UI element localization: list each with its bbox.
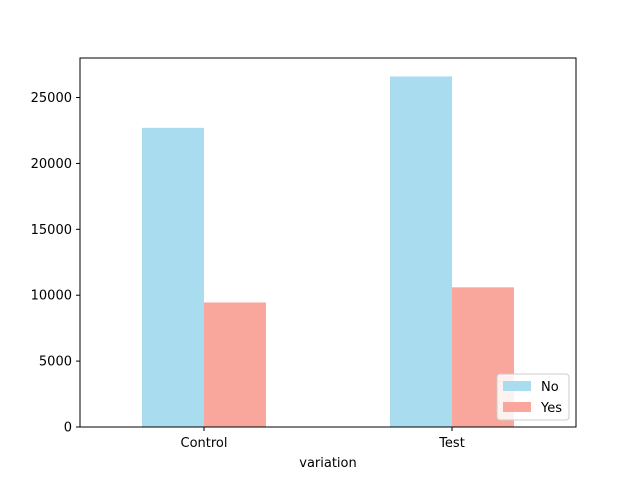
bar-test-no <box>390 76 452 427</box>
bar-control-yes <box>204 302 266 427</box>
x-tick-label: Control <box>181 436 228 451</box>
y-tick-label: 10000 <box>31 289 72 304</box>
y-tick-label: 5000 <box>39 355 72 370</box>
y-tick-label: 20000 <box>31 157 72 172</box>
plot-frame <box>79 57 577 428</box>
x-tick-label: Test <box>438 436 465 451</box>
y-tick-label: 0 <box>64 421 72 436</box>
legend-swatch-yes <box>503 402 531 412</box>
bars-group <box>142 76 514 427</box>
y-tick-label: 25000 <box>31 91 72 106</box>
x-axis-label: variation <box>299 456 356 471</box>
legend-swatch-no <box>503 381 531 391</box>
legend-label-no: No <box>541 380 559 395</box>
x-axis: Control Test <box>181 427 465 451</box>
bar-control-no <box>142 127 204 427</box>
y-tick-label: 15000 <box>31 223 72 238</box>
legend: No Yes <box>496 373 570 421</box>
y-axis: 0 5000 10000 15000 20000 25000 <box>31 91 80 436</box>
legend-label-yes: Yes <box>540 401 562 416</box>
